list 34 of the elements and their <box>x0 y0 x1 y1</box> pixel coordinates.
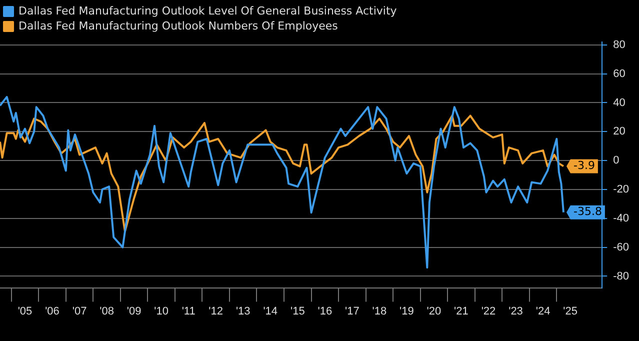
y-tick-label: -20 <box>613 184 630 196</box>
x-tick-label: '08 <box>100 305 114 318</box>
x-tick-label: '11 <box>182 305 196 318</box>
x-tick-label: '13 <box>236 305 250 318</box>
y-tick-label: 60 <box>613 68 626 80</box>
x-tick-label: '18 <box>372 305 387 318</box>
x-tick-label: '09 <box>126 305 142 318</box>
x-tick-label: '16 <box>318 305 332 318</box>
data-label: -35.8 <box>573 205 602 218</box>
y-tick-label: -40 <box>613 212 630 224</box>
x-tick-label: '24 <box>536 305 550 318</box>
x-tick-label: '14 <box>263 305 278 318</box>
x-tick-label: '21 <box>454 305 468 318</box>
x-tick-label: '15 <box>290 305 305 318</box>
x-tick-label: '07 <box>72 305 87 318</box>
x-tick-label: '19 <box>400 305 414 318</box>
x-tick-label: '05 <box>18 305 32 318</box>
data-label: -3.9 <box>573 159 595 172</box>
x-tick-label: '06 <box>45 305 60 318</box>
legend-label: Dallas Fed Manufacturing Outlook Level Of General Business Activity <box>18 4 398 18</box>
y-tick-label: 80 <box>613 38 626 51</box>
legend-label: Dallas Fed Manufacturing Outlook Numbers Of Employees <box>18 19 338 32</box>
x-tick-label: '25 <box>563 305 578 318</box>
x-tick-label: '12 <box>208 305 224 318</box>
x-tick-label: '23 <box>508 305 523 318</box>
y-tick-label: -60 <box>613 241 630 254</box>
y-tick-label: 0 <box>613 154 620 167</box>
x-tick-label: '17 <box>345 305 360 318</box>
y-tick-label: -80 <box>613 270 630 282</box>
x-tick-label: '20 <box>426 305 442 318</box>
x-tick-label: '22 <box>481 305 496 318</box>
y-tick-label: 20 <box>613 126 626 138</box>
y-tick-label: 40 <box>613 96 626 109</box>
x-tick-label: '10 <box>154 305 168 318</box>
